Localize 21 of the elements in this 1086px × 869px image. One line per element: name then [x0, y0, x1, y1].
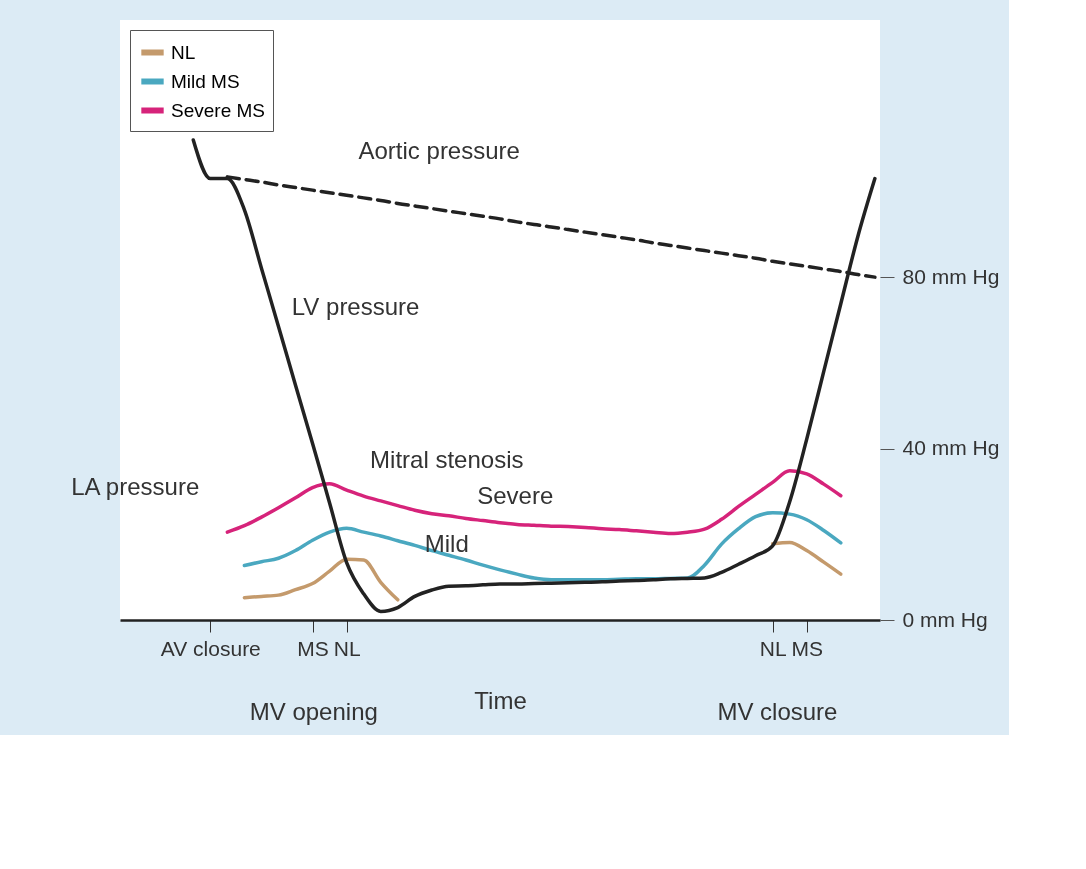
x-tick-label: AV closure: [160, 636, 261, 660]
y-tick-label: 40 mm Hg: [902, 436, 1000, 460]
annotation: LV pressure: [291, 293, 420, 320]
x-tick-label: NL: [759, 636, 787, 660]
y-tick-label: 80 mm Hg: [902, 264, 1000, 288]
annotation: LA pressure: [71, 473, 200, 500]
y-tick-label: 0 mm Hg: [902, 607, 988, 631]
x-axis-title: Time: [474, 686, 527, 714]
annotation: Severe: [477, 482, 554, 509]
x-tick-label: NL: [333, 636, 361, 660]
text: MV closure: [717, 698, 838, 725]
annotation: Aortic pressure: [358, 137, 520, 164]
annotation: Mild: [424, 530, 469, 557]
annotation: Mitral stenosis: [370, 446, 524, 473]
legend-label: Mild MS: [171, 70, 240, 92]
legend-label: NL: [171, 41, 196, 63]
legend-label: Severe MS: [171, 99, 265, 121]
x-tick-label: MS: [791, 636, 823, 660]
line-series: [225, 469, 843, 536]
x-tick-label: MS: [297, 636, 329, 660]
text: MV opening: [249, 698, 378, 725]
